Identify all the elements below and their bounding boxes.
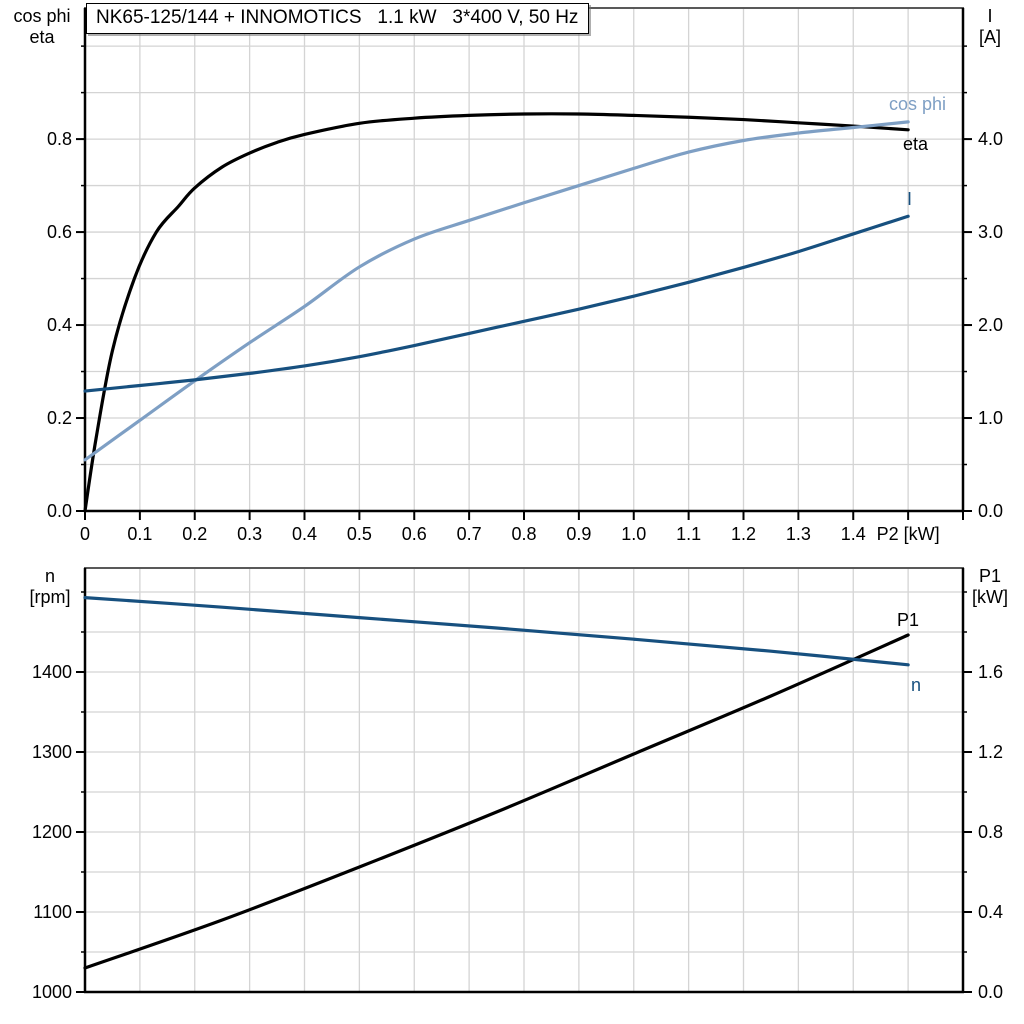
y-left-tick-label: 0.4 <box>47 315 72 335</box>
bottom-right-axis-title: P1 [kW] <box>958 566 1022 608</box>
eta-curve <box>83 112 910 513</box>
y-right-tick-label: 2.0 <box>978 315 1003 335</box>
cos-phi-curve <box>83 120 910 462</box>
i-curve <box>83 214 910 393</box>
power-axis-title-line2: [kW] <box>972 587 1008 607</box>
y-right-tick-label: 0.0 <box>978 501 1003 521</box>
curve-label-cos-phi: cos phi <box>889 94 946 114</box>
y-left-tick-label: 0.0 <box>47 501 72 521</box>
curve-label-p1: P1 <box>897 610 919 630</box>
y-right-tick-label: 0.4 <box>978 902 1003 922</box>
x-tick-label: 0.8 <box>511 524 536 544</box>
right-axis-title-line1: I <box>987 6 993 26</box>
y-right-tick-label: 1.2 <box>978 742 1003 762</box>
y-left-tick-label: 1200 <box>32 822 72 842</box>
y-right-tick-label: 0.0 <box>978 982 1003 1002</box>
x-axis-unit-label: P2 [kW] <box>877 524 940 544</box>
y-right-tick-label: 0.8 <box>978 822 1003 842</box>
x-tick-label: 1.0 <box>621 524 646 544</box>
y-left-tick-label: 1300 <box>32 742 72 762</box>
x-tick-label: 1.3 <box>786 524 811 544</box>
curve-label-n: n <box>911 675 921 695</box>
x-tick-label: 0.5 <box>347 524 372 544</box>
y-right-tick-label: 1.0 <box>978 408 1003 428</box>
x-tick-label: 0.1 <box>127 524 152 544</box>
curve-label-eta: eta <box>903 134 929 154</box>
y-right-tick-label: 3.0 <box>978 222 1003 242</box>
power-axis-title-line1: P1 <box>978 566 1002 586</box>
y-left-tick-label: 1400 <box>32 662 72 682</box>
bottom-left-axis-title: n [rpm] <box>10 566 90 608</box>
y-left-tick-label: 0.8 <box>47 129 72 149</box>
speed-axis-title-line1: n <box>44 566 55 586</box>
x-tick-label: 0.3 <box>237 524 262 544</box>
x-tick-label: 0 <box>80 524 90 544</box>
right-axis-title-line2: [A] <box>978 27 1001 47</box>
x-tick-label: 0.9 <box>566 524 591 544</box>
left-axis-title-line2: eta <box>29 27 55 47</box>
chart-title: NK65-125/144 + INNOMOTICS 1.1 kW 3*400 V… <box>86 3 590 34</box>
p1-curve <box>83 633 910 970</box>
y-left-tick-label: 0.2 <box>47 408 72 428</box>
x-tick-label: 1.1 <box>676 524 701 544</box>
x-tick-label: 0.6 <box>402 524 427 544</box>
speed-axis-title-line2: [rpm] <box>29 587 71 607</box>
n-curve <box>83 596 910 667</box>
x-tick-label: 0.2 <box>182 524 207 544</box>
y-left-tick-label: 0.6 <box>47 222 72 242</box>
y-right-tick-label: 1.6 <box>978 662 1003 682</box>
x-tick-label: 0.7 <box>457 524 482 544</box>
y-left-tick-label: 1000 <box>32 982 72 1002</box>
top-right-axis-title: I [A] <box>958 6 1022 48</box>
x-tick-label: 1.2 <box>731 524 756 544</box>
curve-label-i: I <box>907 189 912 209</box>
left-axis-title-line1: cos phi <box>13 6 71 26</box>
y-right-tick-label: 4.0 <box>978 129 1003 149</box>
y-left-tick-label: 1100 <box>33 902 72 922</box>
x-tick-label: 0.4 <box>292 524 317 544</box>
top-left-axis-title: cos phi eta <box>2 6 82 48</box>
x-tick-label: 1.4 <box>841 524 866 544</box>
